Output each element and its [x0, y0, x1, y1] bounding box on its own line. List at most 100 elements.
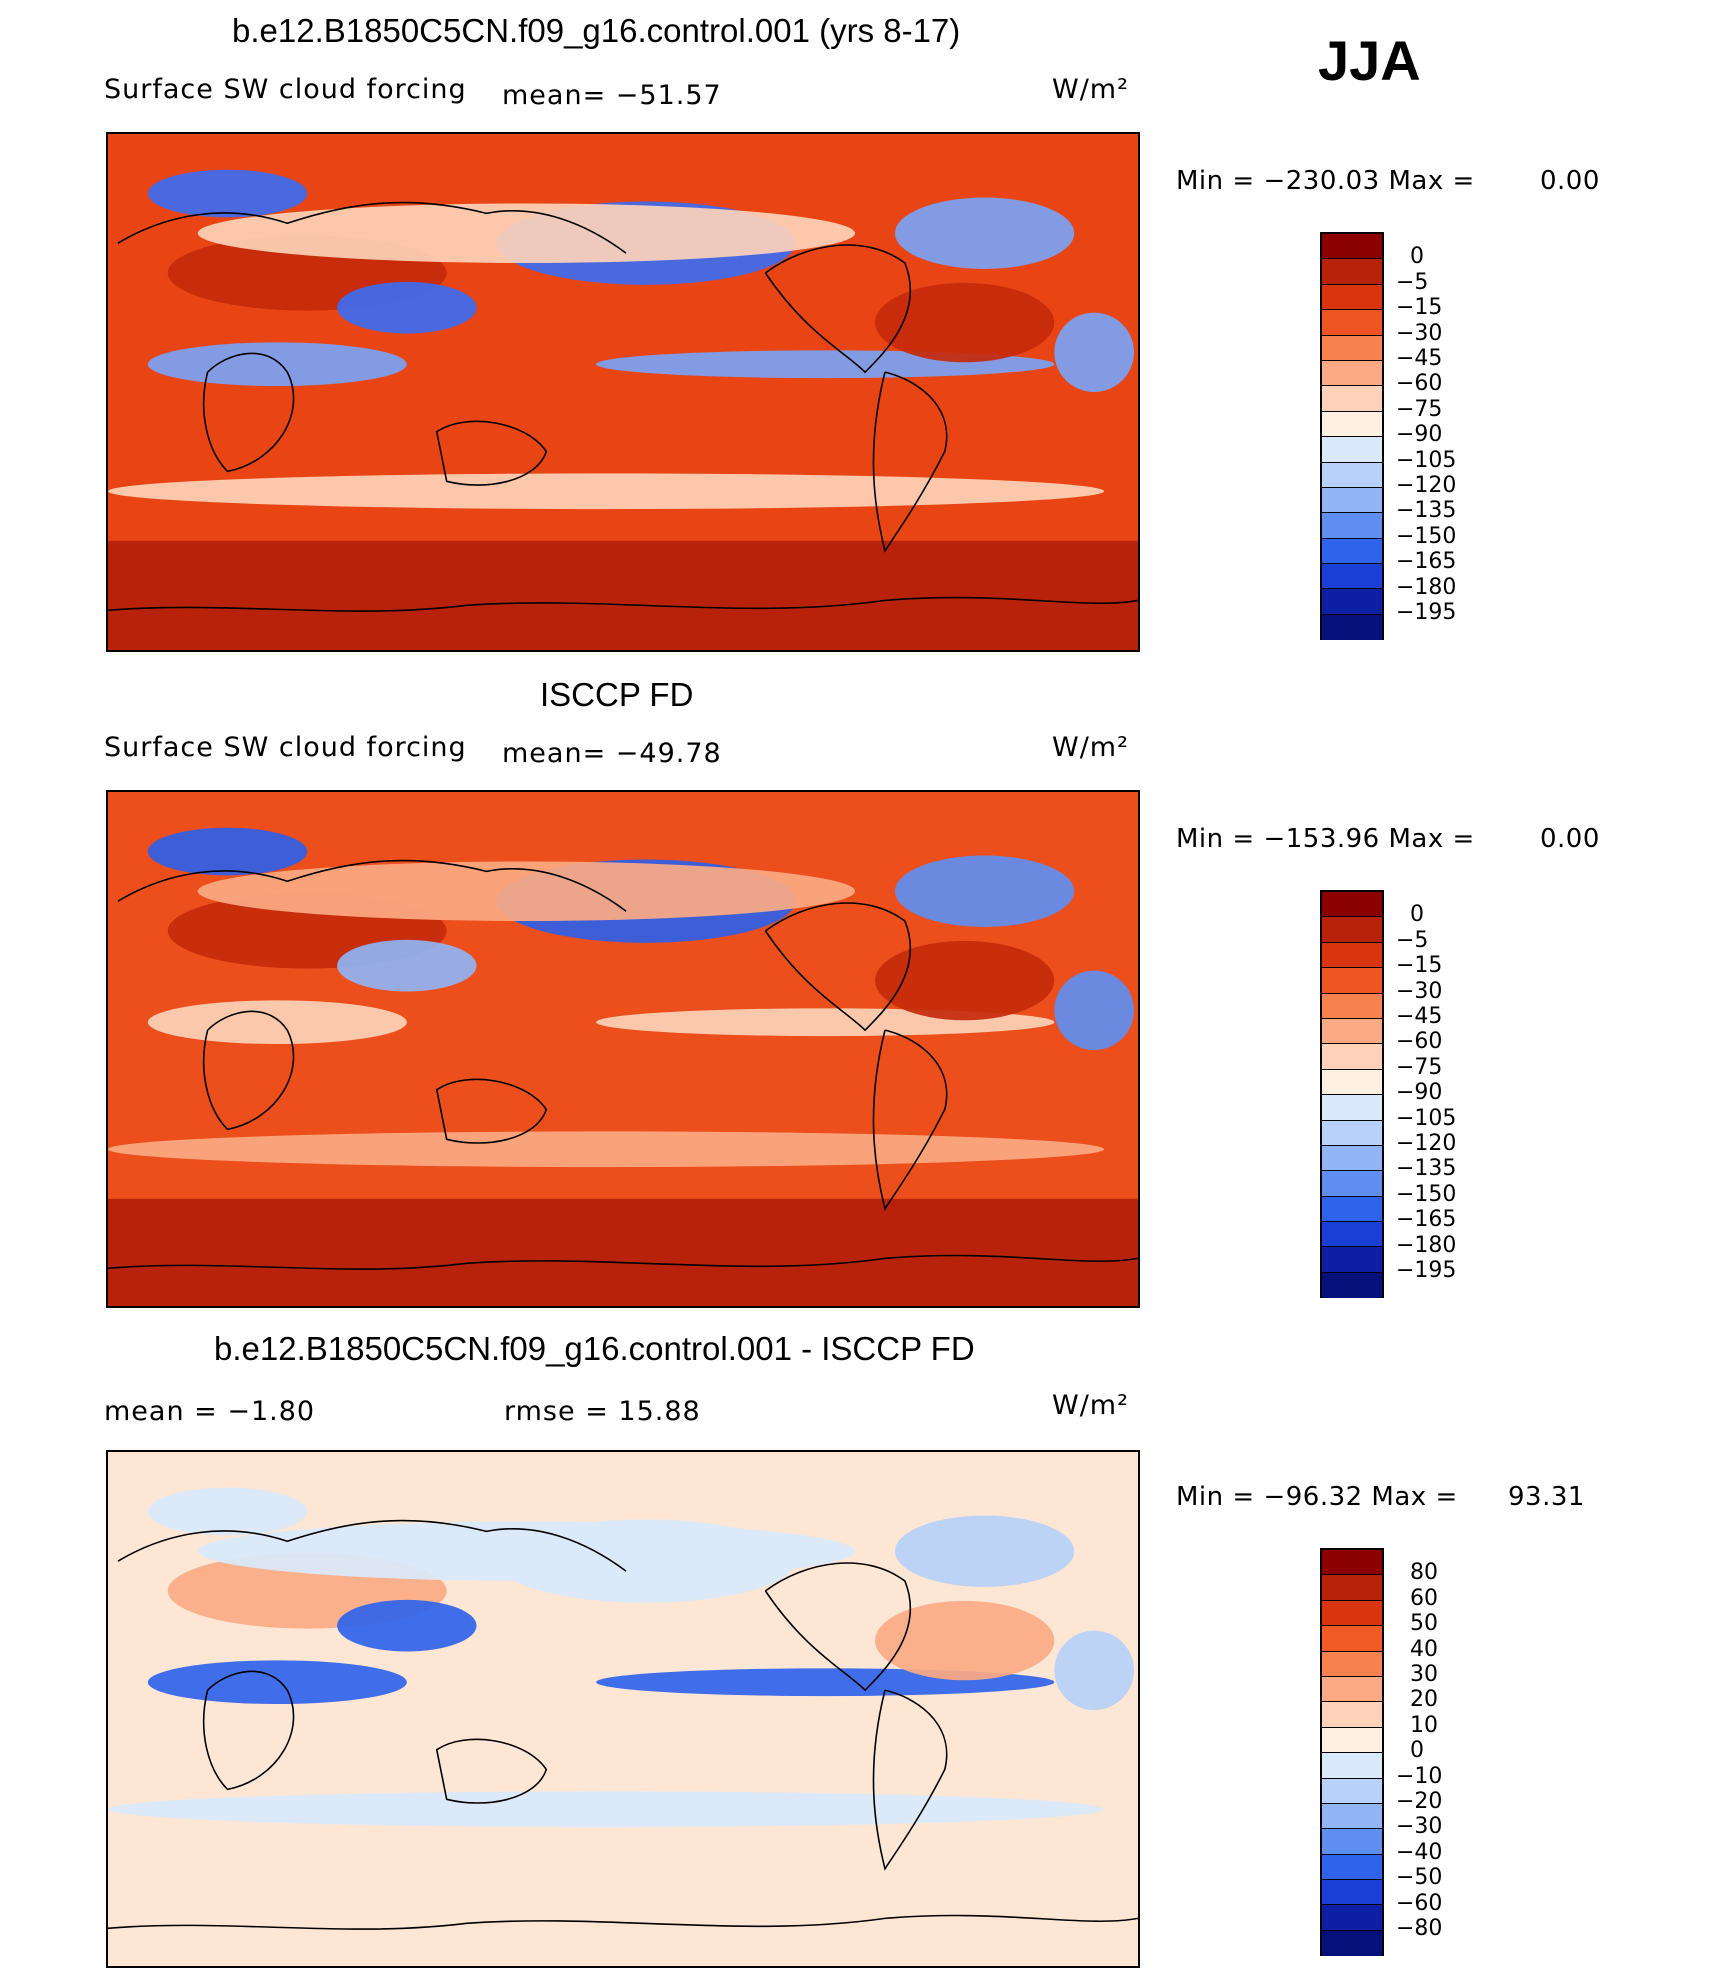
- colorbar-swatch: [1322, 993, 1382, 1019]
- field-sahara-blob: [875, 282, 1055, 363]
- coastline: [872, 1029, 948, 1211]
- season-label: JJA: [1318, 29, 1421, 92]
- colorbar-swatch: [1322, 1120, 1382, 1146]
- field-tibet-blob: [337, 281, 477, 334]
- colorbar-swatch: [1322, 360, 1382, 387]
- colorbar-swatch: [1322, 1676, 1382, 1703]
- colorbar-tick-label: 50: [1410, 1611, 1438, 1637]
- colorbar-tick-label: −60: [1396, 1029, 1443, 1055]
- colorbar-swatch: [1322, 284, 1382, 311]
- field-south-band: [108, 1858, 1138, 1966]
- colorbar-tick-label: −165: [1396, 549, 1457, 575]
- panel-1-max-value: 0.00: [1540, 166, 1600, 196]
- panel-3-colorbar: [1320, 1548, 1384, 1957]
- coastline: [108, 1914, 1138, 1930]
- colorbar-tick-label: −10: [1396, 1763, 1443, 1789]
- colorbar-swatch: [1322, 1905, 1382, 1931]
- colorbar-tick-label: −30: [1396, 320, 1443, 346]
- colorbar-swatch: [1322, 1803, 1382, 1830]
- colorbar-tick-label: 20: [1410, 1687, 1438, 1713]
- coastline: [108, 1254, 1138, 1270]
- field-north-atlantic-blob: [1054, 1630, 1135, 1710]
- field-north-pacific-blob: [147, 169, 308, 218]
- colorbar-swatch: [1322, 614, 1382, 641]
- colorbar-tick-label: −30: [1396, 978, 1443, 1004]
- panel-1-map: [106, 132, 1140, 652]
- colorbar-tick-label: −120: [1396, 1131, 1457, 1156]
- colorbar-swatch: [1322, 234, 1382, 260]
- panel-3-map: [106, 1450, 1140, 1968]
- colorbar-swatch: [1322, 1626, 1382, 1652]
- panel-2-map-field: [108, 792, 1138, 1306]
- colorbar-tick-label: −80: [1396, 1916, 1443, 1941]
- colorbar-tick-label: −45: [1396, 346, 1443, 371]
- colorbar-swatch: [1322, 1829, 1382, 1855]
- field-south-band: [108, 1198, 1138, 1306]
- colorbar-tick-label: −135: [1396, 1156, 1457, 1182]
- panel-3-mean-label: mean = −1.80: [104, 1396, 316, 1427]
- panel-2-mean-label: mean= −49.78: [502, 738, 722, 769]
- colorbar-swatch: [1322, 1272, 1382, 1299]
- field-pale-bands: [108, 1131, 1105, 1168]
- coastline: [764, 1562, 912, 1692]
- colorbar-swatch: [1322, 513, 1382, 539]
- colorbar-tick-label: −60: [1396, 1890, 1443, 1916]
- panel-3-units-label: W/m²: [1052, 1390, 1129, 1421]
- colorbar-swatch: [1322, 1651, 1382, 1677]
- colorbar-tick-label: 60: [1410, 1585, 1438, 1611]
- field-tibet-blob: [337, 1599, 477, 1652]
- panel-1-title: b.e12.B1850C5CN.f09_g16.control.001 (yrs…: [232, 12, 961, 49]
- colorbar-tick-label: 30: [1410, 1662, 1438, 1687]
- panel-1-map-field: [108, 134, 1138, 650]
- colorbar-swatch: [1322, 1575, 1382, 1601]
- field-pale-bands: [197, 203, 856, 263]
- colorbar-tick-label: −45: [1396, 1004, 1443, 1029]
- panel-3-max-value: 93.31: [1508, 1482, 1585, 1512]
- colorbar-tick-label: −195: [1396, 1258, 1457, 1283]
- colorbar-tick-label: −165: [1396, 1207, 1457, 1233]
- colorbar-tick-label: −30: [1396, 1814, 1443, 1840]
- field-pale-bands: [197, 1521, 856, 1581]
- colorbar-tick-label: −105: [1396, 447, 1457, 473]
- coastline: [117, 1519, 627, 1572]
- coastline: [764, 244, 912, 374]
- coastline: [108, 596, 1138, 612]
- colorbar-swatch: [1322, 1145, 1382, 1172]
- colorbar-swatch: [1322, 487, 1382, 514]
- coastline: [202, 352, 295, 473]
- colorbar-tick-label: −5: [1396, 269, 1429, 295]
- panel-2-title: ISCCP FD: [540, 676, 694, 713]
- colorbar-swatch: [1322, 411, 1382, 438]
- colorbar-tick-label: −75: [1396, 396, 1443, 422]
- coastline: [435, 420, 548, 486]
- field-north-pacific-blob: [147, 1487, 308, 1536]
- colorbar-tick-label: 0: [1410, 244, 1424, 270]
- field-sahara-blob: [875, 1600, 1055, 1681]
- coastline: [435, 1078, 548, 1144]
- field-north-atlantic-blob: [894, 855, 1075, 927]
- field-itcz-band: [147, 342, 407, 387]
- panel-3-title: b.e12.B1850C5CN.f09_g16.control.001 - IS…: [214, 1330, 975, 1367]
- colorbar-swatch: [1322, 968, 1382, 994]
- colorbar-tick-label: −135: [1396, 498, 1457, 524]
- colorbar-tick-label: −150: [1396, 1181, 1457, 1207]
- field-pale-bands: [108, 1791, 1105, 1828]
- colorbar-swatch: [1322, 1222, 1382, 1248]
- coastline: [202, 1010, 295, 1131]
- panel-1-variable-label: Surface SW cloud forcing: [104, 74, 467, 105]
- panel-2-max-value: 0.00: [1540, 824, 1600, 854]
- colorbar-tick-label: −105: [1396, 1105, 1457, 1131]
- coastline: [872, 371, 948, 553]
- coastline: [872, 1689, 948, 1871]
- colorbar-swatch: [1322, 917, 1382, 943]
- colorbar-swatch: [1322, 1069, 1382, 1096]
- colorbar-tick-label: −90: [1396, 1080, 1443, 1106]
- colorbar-tick-label: −40: [1396, 1839, 1443, 1865]
- colorbar-tick-label: −120: [1396, 473, 1457, 498]
- colorbar-tick-label: −15: [1396, 295, 1443, 321]
- colorbar-swatch: [1322, 942, 1382, 969]
- colorbar-swatch: [1322, 1753, 1382, 1779]
- panel-3-map-field: [108, 1452, 1138, 1966]
- colorbar-tick-label: −195: [1396, 600, 1457, 625]
- panel-2-units-label: W/m²: [1052, 732, 1129, 763]
